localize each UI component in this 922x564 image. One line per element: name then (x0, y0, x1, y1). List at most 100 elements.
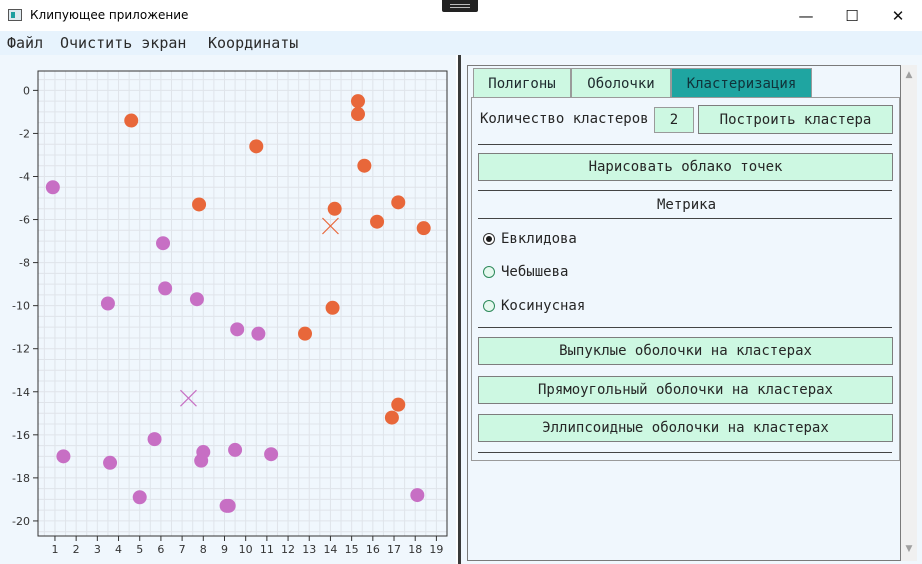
scatter-chart[interactable]: 1 2 3 4 5 6 7 8 9 10 11 12 13 14 15 16 17 18 190-2-4-6-8-1… (0, 55, 456, 564)
y-tick-label: -6 (19, 214, 30, 227)
data-point (158, 281, 173, 296)
data-point (391, 195, 406, 210)
data-point (194, 453, 209, 468)
radio-checked-icon[interactable] (483, 233, 495, 245)
y-tick-label: -2 (19, 127, 30, 140)
drag-grip[interactable] (442, 0, 478, 12)
radio-label: Чебышева (501, 264, 569, 280)
app-icon (8, 9, 22, 21)
x-tick-label: 10 (239, 543, 253, 556)
data-point (357, 158, 372, 173)
x-tick-label: 12 (281, 543, 295, 556)
separator (478, 144, 892, 145)
cluster-count-input[interactable]: 2 (654, 107, 694, 133)
data-point (384, 410, 399, 425)
data-point (350, 94, 365, 109)
x-tick-label: 6 (157, 543, 164, 556)
convex-hulls-button[interactable]: Выпуклые оболочки на кластерах (478, 337, 893, 365)
separator (478, 452, 892, 453)
title-bar: Клипующее приложение — ☐ ✕ (0, 0, 922, 31)
data-point (391, 397, 406, 412)
x-tick-label: 4 (115, 543, 122, 556)
x-tick-label: 3 (94, 543, 101, 556)
minimize-button[interactable]: — (798, 6, 814, 25)
data-point (370, 214, 385, 229)
menu-bar: Файл Очистить экран Координаты (0, 31, 922, 55)
y-tick-label: -18 (12, 472, 30, 485)
data-point (410, 488, 425, 503)
x-tick-label: 16 (366, 543, 380, 556)
x-tick-label: 1 (51, 543, 58, 556)
separator (478, 190, 892, 191)
close-button[interactable]: ✕ (891, 6, 905, 25)
tab-clustering[interactable]: Кластеризация (671, 68, 812, 99)
data-point (147, 432, 162, 447)
ellipse-hulls-button[interactable]: Эллипсоидные оболочки на кластерах (478, 414, 893, 442)
x-tick-label: 8 (200, 543, 207, 556)
radio-euclidean[interactable]: Евклидова (483, 231, 577, 247)
x-tick-label: 17 (387, 543, 401, 556)
scroll-down-icon[interactable]: ▼ (905, 544, 913, 554)
data-point (264, 447, 279, 462)
radio-cosine[interactable]: Косинусная (483, 298, 585, 314)
separator (478, 327, 892, 328)
data-point (56, 449, 71, 464)
x-tick-label: 18 (408, 543, 422, 556)
x-tick-label: 15 (345, 543, 359, 556)
radio-chebyshev[interactable]: Чебышева (483, 264, 568, 280)
y-tick-label: -4 (19, 170, 30, 183)
x-tick-label: 9 (221, 543, 228, 556)
x-tick-label: 5 (136, 543, 143, 556)
separator (478, 218, 892, 219)
window-title: Клипующее приложение (30, 8, 189, 22)
data-point (100, 296, 115, 311)
radio-unchecked-icon[interactable] (483, 266, 495, 278)
maximize-button[interactable]: ☐ (845, 6, 859, 25)
scroll-up-icon[interactable]: ▲ (905, 70, 913, 80)
y-tick-label: -8 (19, 257, 30, 270)
draw-point-cloud-button[interactable]: Нарисовать облако точек (478, 153, 893, 181)
cluster-count-label: Количество кластеров (480, 111, 649, 127)
data-point (230, 322, 245, 337)
rect-hulls-button[interactable]: Прямоугольный оболочки на кластерах (478, 376, 893, 404)
y-tick-label: -12 (12, 343, 30, 356)
scrollbar[interactable]: ▲ ▼ (901, 65, 917, 561)
menu-file[interactable]: Файл (7, 34, 44, 52)
x-tick-label: 14 (323, 543, 337, 556)
radio-label: Евклидова (501, 231, 577, 247)
x-tick-label: 11 (260, 543, 274, 556)
tab-hulls[interactable]: Оболочки (571, 68, 671, 99)
centroid-marker (180, 389, 197, 407)
y-tick-label: -10 (12, 300, 30, 313)
radio-unchecked-icon[interactable] (483, 300, 495, 312)
data-point (325, 300, 340, 315)
data-point (132, 490, 147, 505)
plot-area[interactable]: 1 2 3 4 5 6 7 8 9 10 11 12 13 14 15 16 17 18 19 0 -2 -4 -6 -8 -1… (0, 55, 456, 564)
data-point (249, 139, 264, 154)
centroid-marker (322, 217, 339, 235)
data-point (350, 107, 365, 122)
plot-frame (37, 70, 448, 537)
data-point (45, 180, 60, 195)
y-tick-label: -14 (12, 386, 30, 399)
data-point (124, 113, 139, 128)
data-point (192, 197, 207, 212)
x-tick-label: 19 (429, 543, 443, 556)
menu-clear-screen[interactable]: Очистить экран (60, 34, 187, 52)
data-point (327, 201, 342, 216)
data-point (219, 498, 234, 513)
y-tick-label: 0 (23, 84, 30, 97)
splitter[interactable] (458, 55, 461, 564)
data-point (228, 442, 243, 457)
menu-coordinates[interactable]: Координаты (208, 34, 299, 52)
data-point (251, 326, 266, 341)
y-tick-label: -16 (12, 429, 30, 442)
y-tick-label: -20 (12, 515, 30, 528)
data-point (416, 221, 431, 236)
tab-polygons[interactable]: Полигоны (473, 68, 571, 99)
data-point (103, 455, 118, 470)
data-point (189, 292, 204, 307)
build-clusters-button[interactable]: Построить кластера (698, 105, 893, 134)
data-point (156, 236, 171, 251)
x-tick-label: 2 (73, 543, 80, 556)
